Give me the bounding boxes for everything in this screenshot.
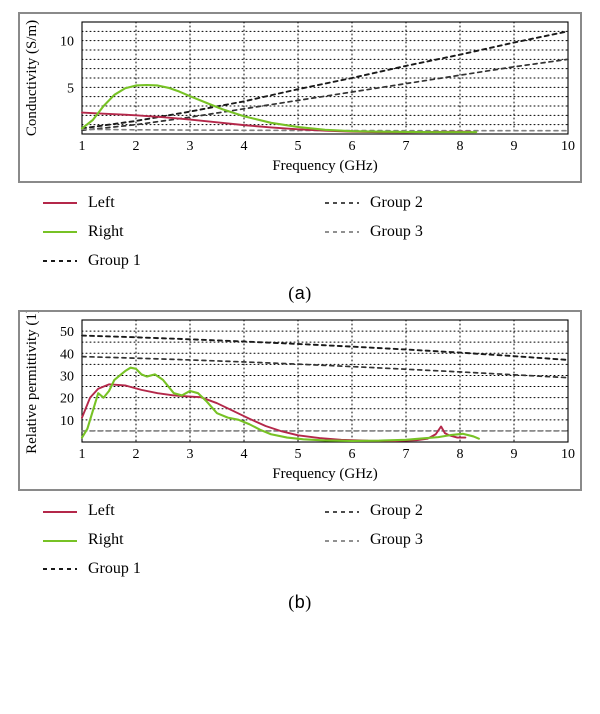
svg-text:4: 4 (241, 447, 248, 462)
svg-text:6: 6 (349, 447, 356, 462)
figure-page: 1 2 3 4 5 6 7 8 9 10 5 10 Frequency (GHz) Conductivit… (0, 0, 600, 714)
legend-swatch-group3 (324, 534, 360, 548)
svg-text:5: 5 (295, 447, 302, 462)
series-group1 (82, 336, 568, 360)
ylabel: Conductivity (S/m) (24, 20, 40, 136)
legend-swatch-group2 (324, 196, 360, 210)
svg-text:40: 40 (60, 348, 74, 363)
svg-text:3: 3 (187, 139, 194, 154)
legend-label-group3: Group 3 (370, 220, 423, 245)
chart-b-frame: 1 2 3 4 5 6 7 8 9 10 10 20 30 40 50 Frequency (GHz) Rela… (18, 310, 582, 491)
legend-item-group2: Group 2 (324, 191, 582, 216)
legend-label-left: Left (88, 191, 115, 216)
svg-text:10: 10 (561, 139, 575, 154)
legend-swatch-left (42, 505, 78, 519)
svg-text:Frequency (GHz): Frequency (GHz) (272, 158, 377, 174)
legend-swatch-group3 (324, 225, 360, 239)
svg-text:10: 10 (60, 35, 74, 50)
svg-text:9: 9 (511, 447, 518, 462)
chart-b-svg: 1 2 3 4 5 6 7 8 9 10 10 20 30 40 50 Frequency (GHz) Rela… (20, 312, 580, 484)
legend-label-group3: Group 3 (370, 528, 423, 553)
legend-label-group1: Group 1 (88, 557, 141, 582)
legend-item-left: Left (42, 499, 300, 524)
svg-text:7: 7 (403, 447, 410, 462)
legend-item-group1: Group 1 (42, 249, 300, 274)
svg-text:1: 1 (79, 139, 86, 154)
legend-a: Left Right Group 1 Group 2 Group 3 (18, 191, 582, 273)
legend-swatch-group2 (324, 505, 360, 519)
svg-text:10: 10 (561, 447, 575, 462)
svg-text:2: 2 (133, 139, 140, 154)
svg-text:3: 3 (187, 447, 194, 462)
panel-b: 1 2 3 4 5 6 7 8 9 10 10 20 30 40 50 Frequency (GHz) Rela… (18, 310, 582, 612)
legend-label-right: Right (88, 220, 124, 245)
caption-b-text: b (295, 592, 306, 612)
svg-text:10: 10 (60, 414, 74, 429)
legend-label-group1: Group 1 (88, 249, 141, 274)
legend-label-left: Left (88, 499, 115, 524)
legend-swatch-group1 (42, 254, 78, 268)
svg-text:8: 8 (457, 447, 464, 462)
legend-swatch-group1 (42, 562, 78, 576)
series-left (82, 385, 465, 442)
legend-swatch-right (42, 534, 78, 548)
legend-item-right: Right (42, 528, 300, 553)
legend-item-group3: Group 3 (324, 220, 582, 245)
caption-a-text: a (295, 283, 306, 303)
legend-item-left: Left (42, 191, 300, 216)
legend-item-right: Right (42, 220, 300, 245)
caption-b: (b) (288, 592, 312, 613)
panel-a: 1 2 3 4 5 6 7 8 9 10 5 10 Frequency (GHz) Conductivit… (18, 12, 582, 304)
legend-label-group2: Group 2 (370, 191, 423, 216)
svg-text:7: 7 (403, 139, 410, 154)
series-right (82, 85, 476, 132)
svg-text:1: 1 (79, 447, 86, 462)
legend-swatch-left (42, 196, 78, 210)
series-group1 (82, 31, 568, 128)
legend-swatch-right (42, 225, 78, 239)
chart-a-svg: 1 2 3 4 5 6 7 8 9 10 5 10 Frequency (GHz) Conductivit… (20, 14, 580, 176)
svg-text:6: 6 (349, 139, 356, 154)
legend-label-group2: Group 2 (370, 499, 423, 524)
svg-text:5: 5 (67, 81, 74, 96)
legend-b: Left Right Group 1 Group 2 Group 3 (18, 499, 582, 581)
caption-a: (a) (288, 283, 312, 304)
svg-text:4: 4 (241, 139, 248, 154)
legend-label-right: Right (88, 528, 124, 553)
svg-text:50: 50 (60, 325, 74, 340)
ylabel: Relative permittivity (1) (24, 312, 40, 454)
svg-text:5: 5 (295, 139, 302, 154)
svg-text:2: 2 (133, 447, 140, 462)
svg-text:20: 20 (60, 392, 74, 407)
legend-item-group2: Group 2 (324, 499, 582, 524)
svg-text:Frequency (GHz): Frequency (GHz) (272, 466, 377, 482)
svg-text:9: 9 (511, 139, 518, 154)
chart-a-frame: 1 2 3 4 5 6 7 8 9 10 5 10 Frequency (GHz) Conductivit… (18, 12, 582, 183)
svg-text:30: 30 (60, 370, 74, 385)
legend-item-group3: Group 3 (324, 528, 582, 553)
series-group2 (82, 59, 568, 130)
legend-item-group1: Group 1 (42, 557, 300, 582)
svg-text:8: 8 (457, 139, 464, 154)
